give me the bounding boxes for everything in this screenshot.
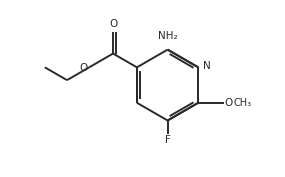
Text: F: F: [165, 135, 170, 145]
Text: N: N: [203, 61, 211, 71]
Text: O: O: [225, 98, 233, 108]
Text: O: O: [79, 63, 87, 73]
Text: O: O: [109, 19, 117, 29]
Text: CH₃: CH₃: [234, 98, 252, 108]
Text: NH₂: NH₂: [158, 31, 177, 41]
